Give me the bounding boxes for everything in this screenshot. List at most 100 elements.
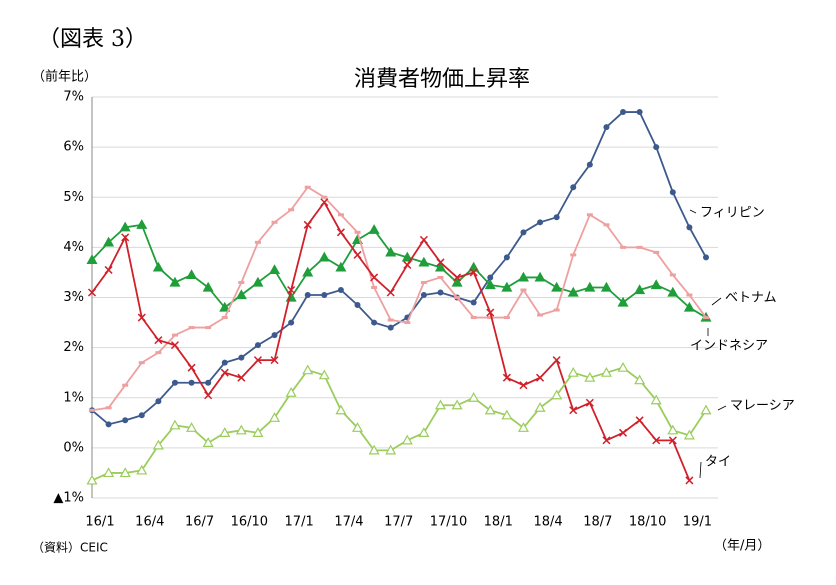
y-tick-label: 0% <box>63 440 84 455</box>
y-tick-label: 2% <box>63 340 84 355</box>
point <box>453 273 462 282</box>
x-tick-label: 17/1 <box>285 515 314 530</box>
point <box>385 444 397 455</box>
point <box>171 333 178 337</box>
point <box>368 444 380 455</box>
point <box>188 326 195 330</box>
point <box>634 374 646 385</box>
point <box>269 264 281 275</box>
point <box>288 208 295 212</box>
point <box>683 301 695 312</box>
point <box>501 281 513 292</box>
point <box>353 250 362 259</box>
x-tick-label: 16/4 <box>135 515 164 530</box>
point <box>569 406 578 415</box>
point <box>484 404 496 415</box>
point <box>517 271 529 282</box>
point <box>186 269 198 280</box>
point <box>254 342 261 349</box>
point <box>368 224 380 234</box>
y-tick-label: 1% <box>63 390 84 405</box>
label-arrow <box>699 461 702 479</box>
point <box>204 391 213 400</box>
point <box>451 399 463 410</box>
point <box>517 422 529 432</box>
point <box>221 359 228 366</box>
point <box>238 354 245 361</box>
point <box>454 296 461 299</box>
series-line <box>91 186 707 412</box>
point <box>170 341 180 350</box>
point <box>287 285 296 295</box>
point <box>105 406 112 410</box>
source: （資料）CEIC <box>32 541 108 555</box>
x-tick-label: 17/10 <box>430 515 467 530</box>
point <box>668 436 677 445</box>
point <box>169 419 181 430</box>
point <box>304 291 311 298</box>
point <box>86 474 98 485</box>
point <box>335 404 347 415</box>
point <box>188 379 195 386</box>
point <box>302 266 314 277</box>
x-tick-label: 16/7 <box>185 515 214 530</box>
point <box>567 286 579 297</box>
point <box>501 409 513 420</box>
point <box>122 417 129 424</box>
y-tick-label: 6% <box>63 140 84 155</box>
point <box>653 144 660 151</box>
point <box>570 253 577 257</box>
point <box>87 288 97 297</box>
x-tick-label: 18/10 <box>629 515 666 530</box>
point <box>534 271 546 282</box>
point <box>254 240 261 244</box>
x-tick-label: 17/7 <box>384 515 413 530</box>
point <box>252 427 264 437</box>
point <box>318 251 330 262</box>
point <box>122 383 129 387</box>
point <box>617 296 629 307</box>
series-label: インドネシア <box>690 339 768 354</box>
point <box>703 316 709 320</box>
point <box>202 437 214 447</box>
point <box>205 326 212 330</box>
point <box>155 398 162 405</box>
point <box>138 361 145 365</box>
point <box>434 261 447 272</box>
point <box>401 251 413 262</box>
point <box>154 336 163 345</box>
point <box>235 424 247 435</box>
point <box>468 392 480 402</box>
point <box>238 280 245 284</box>
point <box>221 316 228 320</box>
point <box>636 245 643 249</box>
point <box>669 189 676 196</box>
point <box>620 109 627 116</box>
point <box>652 436 661 445</box>
point <box>371 319 378 326</box>
point <box>487 274 494 281</box>
point <box>321 195 328 199</box>
point <box>253 356 262 365</box>
point <box>285 387 297 397</box>
header: （図表 3） <box>38 27 147 52</box>
point <box>487 316 494 320</box>
point <box>252 276 264 287</box>
point <box>600 281 612 292</box>
point <box>235 289 247 300</box>
point <box>171 379 178 386</box>
point <box>303 220 312 229</box>
point <box>503 254 510 261</box>
point <box>318 369 330 380</box>
point <box>602 436 611 445</box>
point <box>337 213 344 217</box>
x-tick-label: 19/1 <box>683 515 712 530</box>
x-tick-label: 18/7 <box>583 515 612 530</box>
point <box>434 399 447 410</box>
point <box>302 364 314 375</box>
x-tick-label: 18/1 <box>484 515 513 530</box>
point <box>137 313 146 322</box>
point <box>703 254 709 261</box>
point <box>537 219 544 226</box>
series-label: ベトナム <box>725 291 777 306</box>
